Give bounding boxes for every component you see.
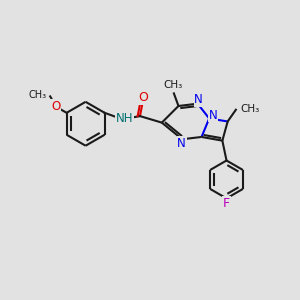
Text: F: F	[223, 197, 230, 210]
Text: N: N	[208, 109, 217, 122]
Text: CH₃: CH₃	[28, 90, 47, 100]
Text: O: O	[139, 91, 148, 104]
Text: N: N	[177, 137, 186, 150]
Text: CH₃: CH₃	[163, 80, 183, 90]
Text: N: N	[194, 93, 203, 106]
Text: O: O	[51, 100, 60, 112]
Text: CH₃: CH₃	[240, 103, 259, 114]
Text: NH: NH	[116, 112, 133, 125]
